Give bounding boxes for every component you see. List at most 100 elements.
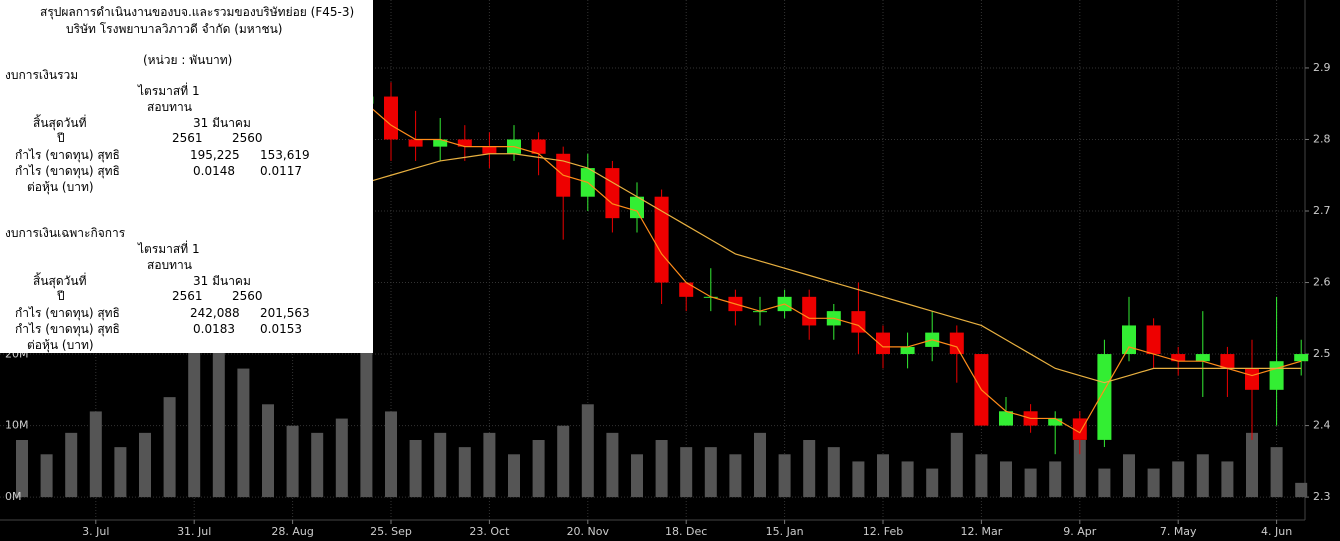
volume-bar xyxy=(434,432,447,498)
profit-value: 242,088 xyxy=(190,306,240,320)
volume-bar xyxy=(483,432,496,498)
volume-bar xyxy=(311,432,324,498)
volume-bar xyxy=(1221,461,1234,498)
y-tick-label: 2.5 xyxy=(1313,347,1331,360)
volume-bar xyxy=(1295,482,1308,498)
year: 2560 xyxy=(232,131,263,145)
x-tick-label: 7. May xyxy=(1160,525,1197,538)
volume-bar xyxy=(729,454,742,498)
year: 2561 xyxy=(172,289,203,303)
candle-body xyxy=(1072,418,1087,440)
x-tick-label: 15. Jan xyxy=(766,525,804,538)
y-tick-label: 2.4 xyxy=(1313,419,1331,432)
x-tick-label: 25. Sep xyxy=(370,525,412,538)
volume-bar xyxy=(557,425,570,498)
period-label: สิ้นสุดวันที่ xyxy=(33,274,87,288)
volume-bar xyxy=(1270,447,1283,498)
profit-label: กำไร (ขาดทุน) สุทธิ xyxy=(15,148,120,162)
y-tick-label: 2.8 xyxy=(1313,132,1331,145)
volume-bar xyxy=(655,440,668,498)
volume-bar xyxy=(1098,468,1111,498)
volume-bar xyxy=(1196,454,1209,498)
period: 31 มีนาคม xyxy=(193,274,251,288)
eps-value: 0.0183 xyxy=(193,322,235,336)
volume-bar xyxy=(778,454,791,498)
volume-bar xyxy=(581,404,594,498)
candle-body xyxy=(654,196,669,283)
volume-tick-label: 10M xyxy=(5,419,29,432)
candle-body xyxy=(1146,325,1161,355)
section-heading: งบการเงินรวม xyxy=(5,68,79,82)
volume-bar xyxy=(827,447,840,498)
candle-body xyxy=(851,311,866,333)
volume-bar xyxy=(1049,461,1062,498)
volume-bar xyxy=(680,447,693,498)
x-tick-label: 12. Mar xyxy=(961,525,1003,538)
x-tick-label: 12. Feb xyxy=(863,525,903,538)
volume-bar xyxy=(1147,468,1160,498)
x-tick-label: 28. Aug xyxy=(271,525,313,538)
x-tick-label: 3. Jul xyxy=(82,525,109,538)
volume-bar xyxy=(950,432,963,498)
candle-body xyxy=(408,139,423,147)
section: งบการเงินรวม ไตรมาสที่ 1 สอบทาน สิ้นสุดวันท… xyxy=(0,68,373,198)
year-label: ปี xyxy=(57,289,65,303)
volume-bar xyxy=(114,447,127,498)
volume-bar xyxy=(16,440,28,498)
candle-body xyxy=(482,146,497,154)
volume-bar xyxy=(852,461,865,498)
candle-body xyxy=(1048,418,1063,426)
volume-bar xyxy=(631,454,643,498)
volume-bar xyxy=(532,440,545,498)
candle-body xyxy=(457,139,472,147)
panel-company: บริษัท โรงพยาบาลวิภาวดี จำกัด (มหาชน) xyxy=(66,22,283,36)
profit-value: 201,563 xyxy=(260,306,310,320)
candle-body xyxy=(1245,368,1259,390)
volume-bar xyxy=(237,368,250,498)
volume-bar xyxy=(286,425,299,498)
y-tick-label: 2.7 xyxy=(1313,204,1331,217)
y-tick-label: 2.3 xyxy=(1313,490,1331,503)
section-heading: งบการเงินเฉพาะกิจการ xyxy=(5,226,126,240)
volume-bar xyxy=(606,432,619,498)
x-tick-label: 4. Jun xyxy=(1261,525,1292,538)
candle-body xyxy=(802,296,817,326)
y-tick-label: 2.6 xyxy=(1313,276,1331,289)
panel-title: สรุปผลการดำเนินงานของบจ.และรวมของบริษัทย… xyxy=(40,5,355,19)
candle-body xyxy=(384,96,398,140)
eps-value: 0.0148 xyxy=(193,164,235,178)
volume-bar xyxy=(335,418,348,498)
volume-bar xyxy=(360,340,373,498)
volume-bar xyxy=(704,447,717,498)
eps-label: กำไร (ขาดทุน) สุทธิ xyxy=(15,164,120,178)
volume-bar xyxy=(1000,461,1012,498)
volume-bar xyxy=(212,318,225,498)
candle-body xyxy=(433,139,448,147)
volume-bar xyxy=(163,397,176,498)
volume-bar xyxy=(262,404,274,498)
quarter: ไตรมาสที่ 1 xyxy=(138,242,200,256)
year: 2560 xyxy=(232,289,263,303)
candle-body xyxy=(1171,354,1186,362)
review: สอบทาน xyxy=(147,100,192,114)
candle-body xyxy=(531,139,546,154)
volume-bar xyxy=(803,440,816,498)
volume-bar xyxy=(508,454,520,498)
review: สอบทาน xyxy=(147,258,192,272)
volume-bar xyxy=(1024,468,1037,498)
eps-unit: ต่อหุ้น (บาท) xyxy=(27,338,94,352)
year: 2561 xyxy=(172,131,203,145)
volume-bar xyxy=(975,454,988,498)
x-tick-label: 20. Nov xyxy=(567,525,610,538)
candle-body xyxy=(1220,354,1235,369)
candle-body xyxy=(1195,354,1210,362)
panel-unit: (หน่วย : พันบาท) xyxy=(143,53,233,67)
volume-bar xyxy=(385,411,397,498)
volume-bar xyxy=(901,461,914,498)
candle-body xyxy=(1097,354,1112,440)
volume-bar xyxy=(65,432,78,498)
x-tick-label: 31. Jul xyxy=(177,525,211,538)
eps-label: กำไร (ขาดทุน) สุทธิ xyxy=(15,322,120,336)
volume-tick-label: 0M xyxy=(5,490,22,503)
